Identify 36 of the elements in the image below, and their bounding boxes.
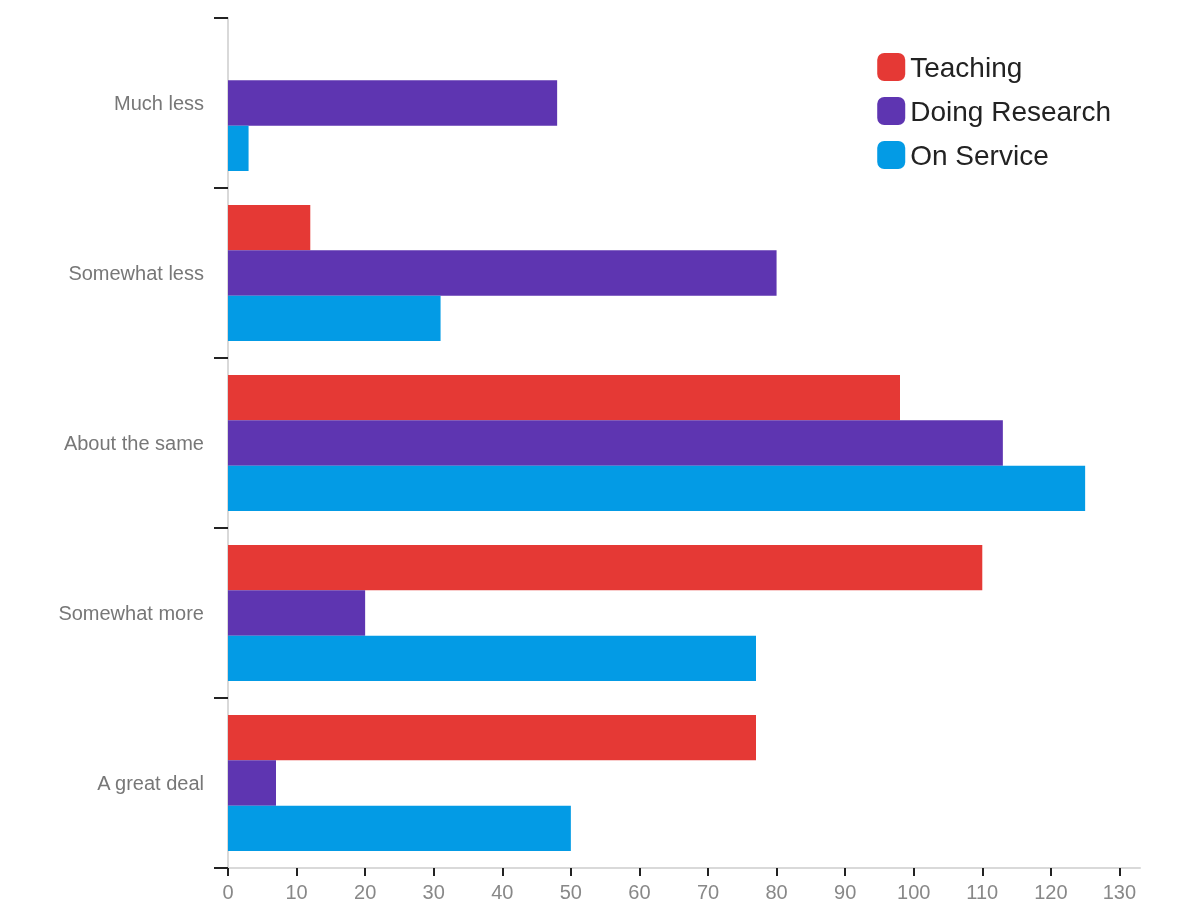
x-tick-label: 0 bbox=[222, 881, 234, 903]
x-tick-label: 100 bbox=[897, 881, 931, 903]
y-tick-label: A great deal bbox=[97, 772, 204, 794]
bar bbox=[228, 805, 571, 851]
bar bbox=[228, 545, 983, 591]
x-tick-label: 70 bbox=[696, 881, 720, 903]
bar bbox=[228, 635, 756, 681]
x-tick-label: 130 bbox=[1102, 881, 1137, 903]
legend-label: Doing Research bbox=[910, 95, 1112, 127]
bar bbox=[228, 295, 441, 341]
bar bbox=[228, 715, 756, 761]
bar bbox=[228, 125, 249, 171]
legend-label: Teaching bbox=[910, 51, 1023, 83]
y-tick-label: Much less bbox=[113, 92, 204, 114]
x-tick-label: 90 bbox=[834, 881, 857, 903]
x-tick-label: 30 bbox=[422, 881, 445, 903]
y-tick-label: About the same bbox=[63, 432, 204, 454]
x-tick-label: 80 bbox=[765, 881, 788, 903]
bar bbox=[228, 205, 311, 251]
legend-label: On Service bbox=[910, 139, 1049, 171]
bar bbox=[228, 760, 276, 806]
bar bbox=[228, 80, 558, 126]
bar bbox=[228, 250, 777, 296]
y-tick-label: Somewhat more bbox=[58, 602, 204, 624]
x-tick-label: 20 bbox=[354, 881, 377, 903]
bar bbox=[228, 420, 1003, 466]
bar bbox=[228, 375, 900, 421]
x-tick-label: 40 bbox=[491, 881, 514, 903]
bar bbox=[228, 590, 366, 636]
x-tick-label: 120 bbox=[1034, 881, 1068, 903]
y-tick-label: Somewhat less bbox=[68, 262, 204, 284]
x-tick-label: 50 bbox=[559, 881, 582, 903]
x-tick-label: 110 bbox=[966, 881, 999, 903]
x-tick-label: 10 bbox=[285, 881, 308, 903]
bar bbox=[228, 465, 1086, 511]
x-tick-label: 60 bbox=[628, 881, 651, 903]
